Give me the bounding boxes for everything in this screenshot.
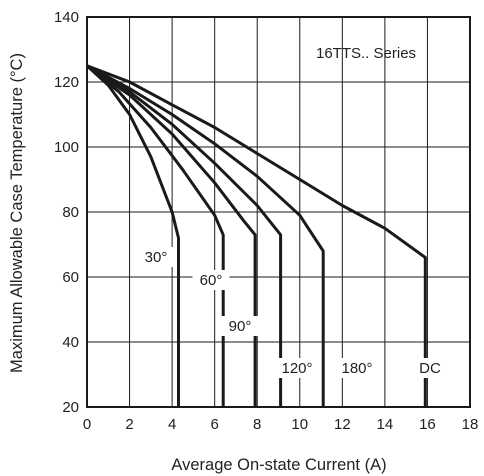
series-label: 60° [200,272,223,289]
y-tick-label: 40 [62,334,79,351]
y-tick-label: 60 [62,269,79,286]
x-tick-label: 2 [125,416,133,433]
series-label: 30° [145,249,168,266]
x-tick-label: 10 [291,416,308,433]
y-tick-label: 100 [54,139,79,156]
x-axis-label: Average On-state Current (A) [171,456,386,474]
x-tick-label: 4 [168,416,176,433]
y-tick-label: 120 [54,74,79,91]
y-axis-label: Maximum Allowable Case Temperature (°C) [8,53,26,373]
y-tick-label: 20 [62,399,79,416]
x-tick-label: 16 [419,416,436,433]
series-annotation: 16TTS.. Series [316,45,416,62]
x-tick-label: 0 [83,416,91,433]
series-label: 120° [281,360,312,377]
y-tick-label: 80 [62,204,79,221]
y-tick-label: 140 [54,9,79,26]
series-label: 90° [229,318,252,335]
x-tick-label: 12 [334,416,351,433]
x-tick-label: 18 [462,416,479,433]
series-label: DC [419,360,441,377]
x-tick-label: 8 [253,416,261,433]
series-label: 180° [341,360,372,377]
x-tick-label: 14 [377,416,394,433]
x-tick-label: 6 [210,416,218,433]
